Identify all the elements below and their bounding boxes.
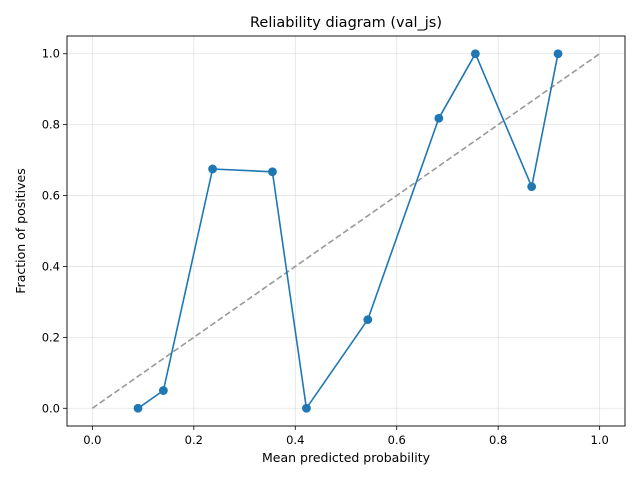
x-tick-label: 0.4	[286, 433, 304, 447]
chart-title: Reliability diagram (val_js)	[250, 15, 442, 31]
y-tick-label: 0.2	[42, 330, 60, 344]
data-point	[268, 167, 277, 177]
y-tick-label: 0.4	[42, 259, 60, 273]
data-point	[302, 403, 311, 413]
x-tick-label: 0.2	[185, 433, 203, 447]
data-point	[470, 49, 480, 59]
x-axis-label: Mean predicted probability	[262, 450, 431, 465]
series-line	[137, 52, 559, 410]
x-tick-label: 1.0	[590, 433, 608, 447]
data-point	[434, 113, 444, 123]
y-tick-label: 0.6	[42, 189, 60, 203]
data-point	[363, 315, 373, 325]
x-tick-label: 0.8	[489, 433, 507, 447]
grid	[67, 36, 625, 426]
data-point	[527, 182, 537, 192]
x-tick-label: 0.0	[83, 433, 101, 447]
y-tick-label: 1.0	[42, 47, 60, 61]
y-tick-label: 0.0	[42, 401, 60, 415]
x-tick-label: 0.6	[388, 433, 406, 447]
data-point	[158, 386, 168, 395]
data-point	[553, 49, 563, 59]
data-point	[133, 403, 143, 413]
y-axis-ticks: 0.0 0.2 0.4 0.6 0.8 1.0	[42, 47, 67, 415]
reference-diagonal	[91, 53, 601, 409]
plot-frame	[66, 35, 626, 427]
data-point	[208, 164, 217, 174]
x-axis-ticks: 0.0 0.2 0.4 0.6 0.8 1.0	[83, 426, 609, 447]
y-axis-label: Fraction of positives	[13, 168, 28, 293]
series-layer	[133, 49, 563, 413]
y-tick-label: 0.8	[42, 118, 60, 132]
reference-line	[91, 53, 601, 409]
